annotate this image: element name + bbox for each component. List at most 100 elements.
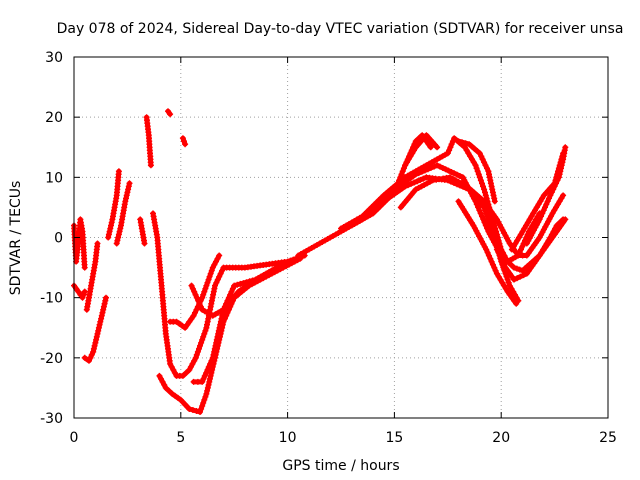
data-point (200, 400, 207, 406)
data-point (519, 243, 526, 250)
data-point (100, 303, 107, 310)
data-point (80, 291, 87, 298)
data-point (540, 207, 547, 214)
data-point (491, 198, 498, 205)
data-point (410, 144, 417, 151)
data-point (91, 342, 98, 349)
data-point (503, 273, 510, 280)
data-point (167, 111, 174, 118)
data-point (487, 180, 494, 187)
data-point (93, 336, 100, 343)
data-point (504, 288, 511, 295)
data-point (495, 237, 502, 244)
data-point (201, 330, 208, 337)
data-point (546, 195, 552, 202)
data-point (476, 174, 483, 181)
data-point (94, 330, 101, 337)
data-point (490, 192, 497, 199)
y-tick-label: 20 (45, 110, 63, 126)
data-point (208, 369, 215, 376)
data-point (486, 171, 492, 178)
data-point (213, 336, 220, 343)
data-point (113, 240, 120, 247)
data-point (252, 276, 259, 283)
data-point (439, 165, 446, 171)
data-point (108, 219, 115, 226)
data-point (427, 144, 434, 151)
data-point (202, 393, 209, 400)
data-point (124, 189, 131, 196)
data-point (207, 270, 214, 277)
data-point (480, 183, 486, 190)
series-arc-b (71, 282, 88, 301)
data-point (217, 321, 224, 328)
data-point (415, 170, 422, 176)
data-point (240, 280, 247, 287)
data-point (462, 140, 469, 147)
y-tick-label: -10 (40, 291, 63, 307)
data-point (504, 276, 511, 283)
data-point (179, 372, 186, 379)
data-point (203, 390, 210, 397)
data-point (216, 324, 223, 331)
series-arc-k (150, 210, 308, 379)
data-point (475, 204, 482, 211)
data-point (524, 219, 531, 226)
data-point (442, 166, 449, 173)
data-point (201, 288, 208, 295)
data-point (487, 255, 494, 262)
x-tick-label: 0 (70, 430, 79, 446)
data-point (188, 282, 195, 289)
data-point (92, 339, 99, 346)
data-point (558, 165, 564, 172)
data-point (95, 327, 102, 334)
data-point (492, 267, 499, 274)
series-arc-w (493, 216, 567, 283)
plot-area (71, 108, 569, 415)
data-point (472, 198, 479, 205)
data-point (412, 171, 419, 178)
data-point (210, 291, 217, 298)
data-point (448, 141, 455, 148)
data-point (90, 348, 97, 355)
series-arc-y (523, 144, 569, 247)
data-point (237, 280, 244, 287)
data-point (560, 216, 567, 223)
x-axis-title: GPS time / hours (282, 458, 399, 474)
data-point (206, 378, 213, 385)
data-point (147, 162, 154, 169)
data-point (204, 387, 211, 394)
data-point (141, 240, 148, 247)
data-point (476, 207, 483, 214)
axis-ticks (73, 56, 609, 419)
data-point (447, 144, 454, 151)
data-point (189, 407, 196, 413)
data-point (492, 225, 499, 232)
data-point (482, 189, 488, 196)
data-point (420, 175, 427, 182)
data-point (417, 176, 424, 183)
series-arc-j (179, 135, 189, 148)
data-point (208, 267, 215, 274)
data-point (473, 165, 480, 172)
data-point (199, 403, 206, 409)
data-point (101, 300, 108, 307)
data-point (428, 164, 434, 171)
data-point (514, 275, 521, 282)
data-point (456, 173, 463, 179)
data-point (472, 162, 479, 169)
series-arc-t (397, 174, 567, 259)
data-point (411, 179, 418, 186)
series-arc-l (156, 255, 304, 415)
data-point (454, 171, 461, 178)
data-point (202, 285, 209, 292)
data-point (288, 258, 295, 265)
data-point (493, 228, 500, 235)
data-point (560, 192, 567, 199)
data-point (212, 342, 219, 349)
data-point (474, 168, 481, 175)
data-point (200, 333, 207, 340)
data-point (197, 342, 203, 349)
data-point (115, 231, 122, 238)
